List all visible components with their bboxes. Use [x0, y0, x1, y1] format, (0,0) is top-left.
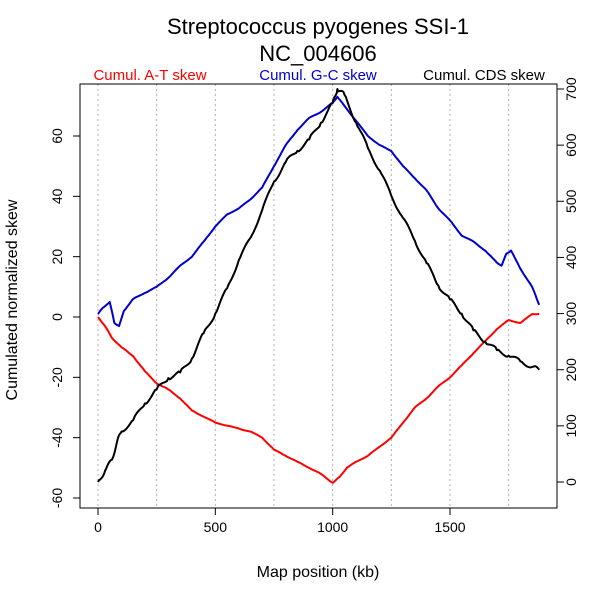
x-tick-label: 500 — [204, 519, 228, 535]
at-skew-line — [97, 313, 540, 484]
y-left-tick-label: 0 — [49, 313, 65, 321]
y-right-tick-label: 700 — [563, 77, 579, 101]
plot-frame — [79, 83, 558, 509]
y-left-tick-label: 40 — [49, 188, 65, 204]
y-left-tick-label: -20 — [49, 367, 65, 387]
legend-at-skew: Cumul. A-T skew — [93, 67, 206, 84]
y-right-tick-label: 600 — [563, 133, 579, 157]
cds-skew-line — [97, 88, 540, 483]
y-right-tick-label: 0 — [563, 478, 579, 486]
y-left-tick-label: -60 — [49, 488, 65, 508]
y-left-tick-label: -40 — [49, 427, 65, 447]
gc-skew-line — [97, 95, 541, 328]
y-right-tick-label: 500 — [563, 189, 579, 213]
y-right-tick-label: 100 — [563, 414, 579, 438]
series-lines — [97, 88, 541, 484]
legend-gc-skew: Cumul. G-C skew — [259, 67, 377, 84]
x-tick-label: 0 — [94, 519, 102, 535]
x-axis-label: Map position (kb) — [257, 564, 380, 581]
y-left-tick-label: 60 — [49, 128, 65, 144]
x-tick-label: 1500 — [434, 519, 465, 535]
y-right-tick-label: 400 — [563, 246, 579, 270]
y-right-tick-label: 300 — [563, 302, 579, 326]
chart-subtitle: NC_004606 — [259, 41, 376, 66]
y-right-tick-label: 200 — [563, 358, 579, 382]
x-tick-label: 1000 — [317, 519, 348, 535]
grid-lines — [97, 84, 510, 508]
chart-title: Streptococcus pyogenes SSI-1 — [167, 14, 469, 39]
axes: 0 500 1000 1500-60-40-200204060010020030040… — [49, 77, 579, 535]
legend-cds-skew: Cumul. CDS skew — [423, 67, 545, 84]
y-left-tick-label: 20 — [49, 249, 65, 265]
y-axis-label: Cumulated normalized skew — [4, 199, 21, 400]
